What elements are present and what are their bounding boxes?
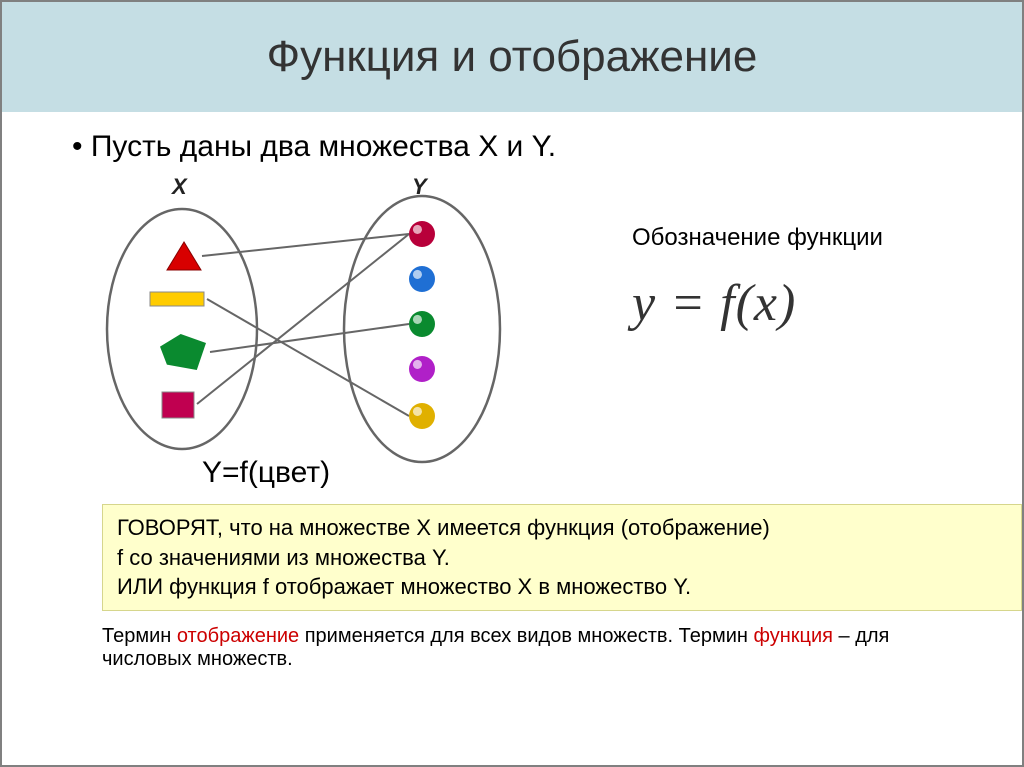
formula-text: y = f(x) xyxy=(632,274,796,333)
notation-label: Обозначение функции xyxy=(632,224,883,252)
fn-mid: применяется для всех видов множеств. Тер… xyxy=(299,625,753,647)
y-f-color: Y=f(цвет) xyxy=(202,456,330,490)
slide-title-bar: Функция и отображение xyxy=(2,2,1022,112)
definition-box: ГОВОРЯТ, что на множестве X имеется функ… xyxy=(102,504,1022,611)
slide-content: • Пусть даны два множества X и Y. X Y Об… xyxy=(2,112,1022,671)
diagram-svg xyxy=(72,174,542,474)
def-line-3: ИЛИ функция f отображает множество X в м… xyxy=(117,572,1007,602)
slide-title: Функция и отображение xyxy=(267,32,758,82)
footnote: Термин отображение применяется для всех … xyxy=(102,625,922,671)
set-y-label: Y xyxy=(412,174,427,200)
def-line-1: ГОВОРЯТ, что на множестве X имеется функ… xyxy=(117,513,1007,543)
fn-pre: Термин xyxy=(102,625,177,647)
fn-kw2: функция xyxy=(753,625,832,647)
mapping-diagram: X Y Обозначение функции y = f(x) Y=f(цве… xyxy=(72,174,952,494)
bullet-text: • Пусть даны два множества X и Y. xyxy=(72,130,952,164)
set-x-label: X xyxy=(172,174,187,200)
def-line-2: f со значениями из множества Y. xyxy=(117,543,1007,573)
fn-kw1: отображение xyxy=(177,625,299,647)
